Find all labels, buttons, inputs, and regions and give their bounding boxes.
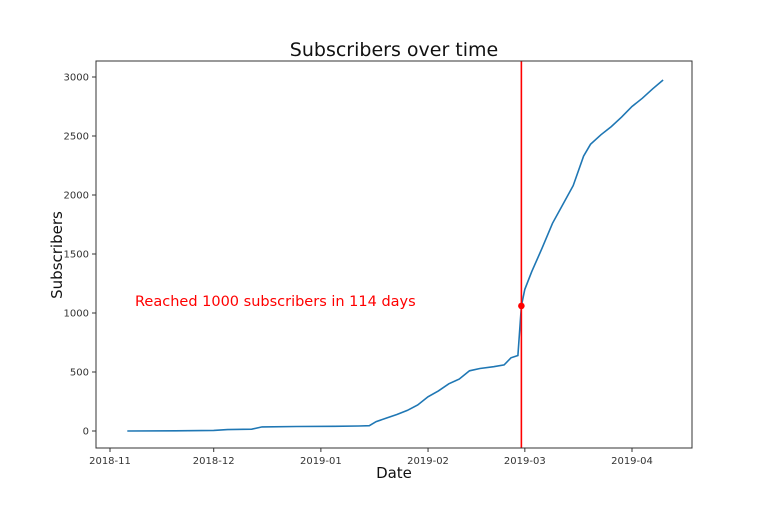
subscribers-line [127, 79, 664, 432]
chart-title: Subscribers over time [290, 39, 498, 61]
y-axis: 0 500 1000 1500 2000 2500 3000 [64, 73, 96, 438]
x-tick-label: 2019-02 [407, 456, 449, 467]
y-tick-label: 2500 [64, 132, 89, 143]
y-tick-label: 1000 [64, 309, 89, 320]
milestone-point [518, 302, 525, 310]
y-tick-label: 1500 [64, 250, 89, 261]
y-axis-title: Subscribers [48, 211, 66, 299]
y-tick-label: 0 [83, 427, 89, 438]
x-tick-label: 2019-04 [611, 456, 653, 467]
x-tick-label: 2018-12 [193, 456, 235, 467]
y-tick-label: 500 [70, 368, 89, 379]
y-tick-label: 2000 [64, 191, 89, 202]
x-axis-title: Date [376, 464, 412, 482]
x-tick-label: 2018-11 [89, 456, 131, 467]
milestone-annotation: Reached 1000 subscribers in 114 days [135, 294, 416, 310]
x-tick-label: 2019-01 [300, 456, 342, 467]
x-tick-label: 2019-03 [504, 456, 546, 467]
x-axis: 2018-11 2018-12 2019-01 2019-02 2019-03 2019-… [89, 448, 653, 467]
y-tick-label: 3000 [64, 73, 89, 84]
